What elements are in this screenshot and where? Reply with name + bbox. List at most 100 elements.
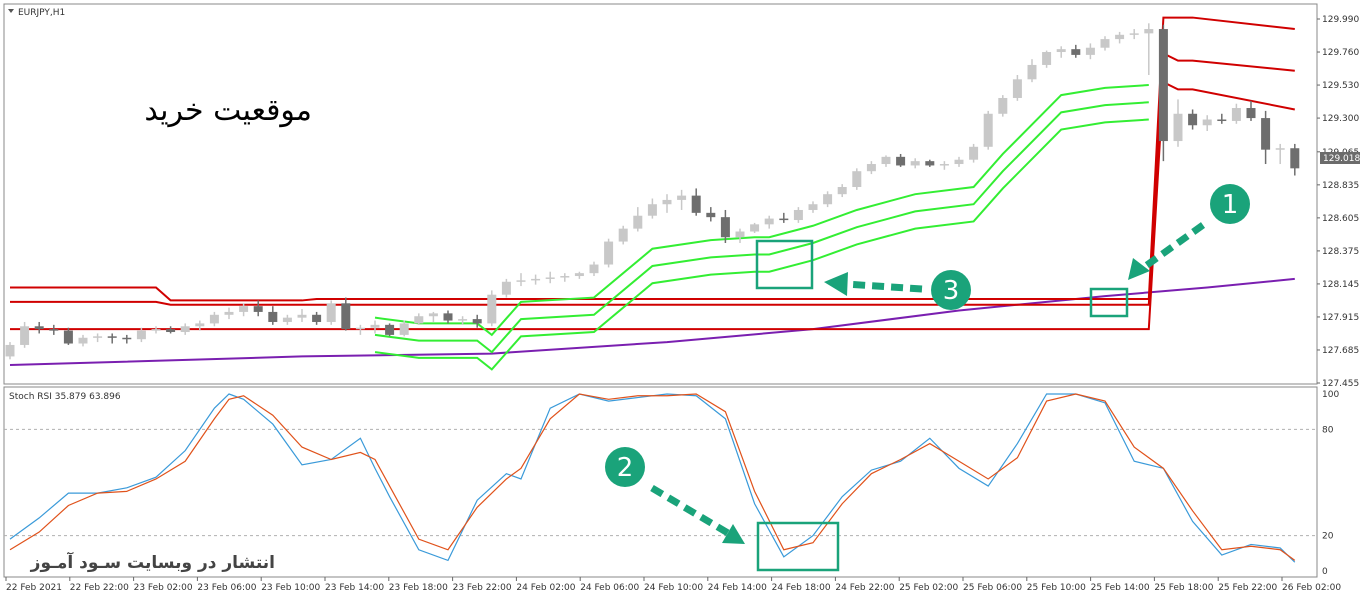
time-axis-label: 24 Feb 18:00: [772, 583, 831, 593]
price-axis-label: 128.835: [1322, 181, 1359, 191]
candle-body: [1129, 33, 1139, 35]
price-axis-label: 129.300: [1322, 114, 1359, 124]
candle-body: [224, 311, 234, 315]
highlight-box-2: [756, 521, 840, 572]
candle-body: [735, 231, 745, 238]
time-axis-label: 24 Feb 10:00: [644, 583, 703, 593]
callout-1: 1: [1210, 184, 1250, 224]
candle-body: [939, 164, 949, 166]
time-axis-label: 23 Feb 02:00: [134, 583, 193, 593]
time-axis-label: 26 Feb 02:00: [1282, 583, 1341, 593]
candle-body: [1042, 52, 1052, 65]
candle-body: [5, 344, 15, 357]
candle-body: [487, 294, 497, 324]
candle-body: [1071, 49, 1081, 55]
grid-layer: [4, 428, 1317, 537]
candle-body: [896, 156, 906, 166]
price-axis-label: 129.760: [1322, 48, 1359, 58]
candle-body: [63, 330, 73, 344]
candle-body: [793, 209, 803, 221]
candle-body: [1188, 113, 1198, 126]
time-axis-label: 25 Feb 18:00: [1154, 583, 1213, 593]
candle-body: [1275, 148, 1285, 150]
highlight-box-1: [1089, 287, 1129, 318]
callout-2: 2: [605, 447, 645, 487]
candle-body: [209, 314, 219, 324]
time-axis-label: 25 Feb 22:00: [1218, 583, 1277, 593]
candle-body: [20, 326, 30, 345]
candle-body: [107, 336, 117, 338]
candle-body: [1085, 47, 1095, 55]
time-axis-label: 25 Feb 02:00: [899, 583, 958, 593]
candle-body: [881, 156, 891, 165]
candle-body: [355, 327, 365, 330]
candle-body: [647, 204, 657, 216]
arrow-3: [824, 272, 923, 296]
candle-body: [195, 323, 205, 327]
candle-body: [1012, 79, 1022, 98]
candle-body: [93, 336, 103, 338]
candle-body: [677, 195, 687, 200]
candle-body: [136, 330, 146, 340]
time-axis-label: 24 Feb 22:00: [835, 583, 894, 593]
candle-body: [443, 313, 453, 321]
price-axis-label: 128.605: [1322, 214, 1359, 224]
candle-body: [1056, 49, 1066, 53]
candle-body: [779, 218, 789, 221]
position-title: موقعیت خرید: [144, 93, 312, 128]
candle-body: [1231, 108, 1241, 121]
axis-layer: 129.990129.760129.530129.300129.065128.8…: [5, 15, 1359, 593]
candle-body: [370, 324, 380, 328]
candle-body: [925, 161, 935, 166]
current-price-box: [1320, 152, 1360, 164]
arrow-1: [1128, 222, 1206, 280]
indicator-label: Stoch RSI 35.879 63.896: [9, 392, 121, 402]
candle-body: [837, 187, 847, 195]
candle-body: [122, 337, 132, 340]
support-band-1: [374, 84, 1149, 337]
candle-body: [1217, 119, 1227, 122]
candle-body: [574, 273, 584, 277]
candle-body: [1100, 39, 1110, 48]
candle-body: [954, 159, 964, 165]
highlight-box-3: [755, 239, 814, 290]
time-axis-label: 25 Feb 10:00: [1027, 583, 1086, 593]
svg-text:3: 3: [943, 276, 960, 306]
candle-body: [1261, 118, 1271, 150]
time-axis-label: 22 Feb 22:00: [70, 583, 129, 593]
candle-body: [560, 276, 570, 278]
time-axis-label: 25 Feb 06:00: [963, 583, 1022, 593]
candle-body: [1202, 119, 1212, 126]
candle-body: [1027, 64, 1037, 80]
candle-body: [385, 324, 395, 335]
time-axis-label: 24 Feb 02:00: [516, 583, 575, 593]
candle-body: [34, 326, 44, 330]
stoch-axis-label: 100: [1322, 390, 1339, 400]
price-axis-label: 128.145: [1322, 280, 1359, 290]
candle-body: [720, 217, 730, 238]
candle-body: [1115, 34, 1125, 40]
candle-body: [1144, 29, 1154, 34]
candle-body: [910, 161, 920, 166]
resistance-band-1: [10, 16, 1295, 302]
candle-body: [691, 195, 701, 213]
candle-body: [852, 171, 862, 187]
price-axis-label: 127.455: [1322, 379, 1359, 389]
dropdown-triangle-icon[interactable]: [8, 9, 14, 13]
support-band-2: [374, 101, 1149, 354]
symbol-label[interactable]: EURJPY,H1: [18, 8, 65, 18]
candle-body: [501, 281, 511, 295]
candle-body: [823, 194, 833, 205]
candle-body: [545, 277, 555, 279]
time-axis-label: 25 Feb 14:00: [1091, 583, 1150, 593]
candle-body: [618, 228, 628, 242]
stoch-layer: [9, 393, 1296, 563]
bands-layer: [10, 16, 1295, 371]
support-band-3: [374, 118, 1149, 371]
candle-body: [531, 278, 541, 281]
price-axis-label: 127.915: [1322, 313, 1359, 323]
candle-body: [326, 303, 336, 322]
svg-text:1: 1: [1222, 190, 1239, 220]
price-axis-label: 128.375: [1322, 247, 1359, 257]
time-axis-label: 23 Feb 06:00: [197, 583, 256, 593]
